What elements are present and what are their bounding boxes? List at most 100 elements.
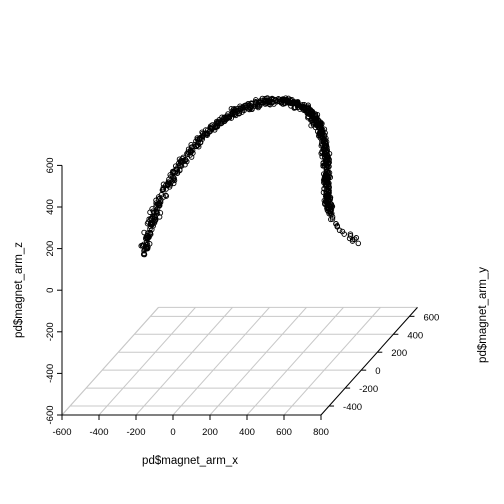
data-point: [214, 120, 220, 127]
z-axis-label: pd$magnet_arm_z: [13, 242, 25, 338]
data-point: [140, 251, 147, 258]
data-point: [189, 147, 196, 154]
data-point: [247, 102, 253, 108]
data-point: [313, 113, 319, 120]
data-point: [165, 181, 172, 188]
data-point: [322, 201, 328, 208]
floor-edge: [61, 307, 159, 416]
data-point: [321, 136, 327, 142]
data-point: [225, 114, 232, 121]
data-point: [346, 235, 353, 242]
data-point: [143, 235, 150, 241]
data-point: [170, 180, 177, 187]
data-point: [172, 163, 179, 169]
data-point: [328, 201, 335, 208]
grid-line-x: [98, 307, 196, 416]
floor-grid: [61, 306, 418, 416]
data-point: [145, 219, 152, 225]
data-point: [152, 217, 158, 224]
data-point: [196, 135, 203, 141]
x-tick-label: 600: [276, 427, 292, 438]
data-point: [302, 106, 308, 112]
data-point: [162, 192, 169, 199]
data-point: [322, 130, 328, 136]
data-point: [258, 99, 264, 106]
x-tick-label: 400: [239, 427, 255, 438]
data-point: [322, 179, 328, 186]
data-point: [323, 149, 329, 155]
data-point: [188, 144, 195, 151]
data-point: [145, 230, 151, 236]
data-point: [305, 107, 312, 114]
data-point: [208, 126, 215, 132]
y-tick-label: -400: [343, 402, 362, 413]
data-point: [190, 150, 196, 156]
z-tick-label: 200: [45, 241, 56, 257]
data-point: [175, 163, 182, 169]
data-point: [321, 197, 328, 204]
x-tick-label: 200: [202, 427, 218, 438]
x-axis-label: pd$magnet_arm_x: [142, 455, 238, 467]
y-tick-label: 200: [391, 348, 407, 359]
data-point: [336, 227, 343, 234]
data-point: [292, 104, 299, 111]
data-point: [351, 236, 358, 242]
x-tick-label: -200: [126, 427, 145, 438]
data-point: [310, 122, 317, 128]
data-point: [253, 99, 259, 105]
data-point: [155, 201, 161, 208]
data-point: [231, 111, 238, 118]
data-point: [322, 155, 328, 161]
data-point: [170, 175, 177, 181]
data-point: [349, 236, 356, 243]
data-point: [328, 211, 334, 218]
data-point: [224, 115, 230, 122]
data-point: [322, 142, 329, 148]
data-point: [199, 129, 205, 135]
grid-line-x: [172, 307, 270, 416]
grid-line-x: [246, 307, 344, 416]
data-point: [147, 231, 154, 238]
data-point: [265, 99, 272, 106]
data-point: [319, 153, 325, 160]
data-point: [268, 97, 275, 103]
data-point: [355, 240, 362, 247]
grid-line-x: [283, 307, 381, 416]
y-tick-label: -200: [359, 384, 378, 395]
data-point: [319, 130, 325, 137]
z-tick-label: -600: [45, 405, 56, 424]
data-point: [156, 200, 162, 207]
x-tick-label: -400: [89, 427, 108, 438]
data-point: [231, 108, 238, 115]
data-point: [279, 97, 286, 103]
data-point: [141, 229, 147, 236]
data-point: [324, 164, 330, 171]
z-tick-label: 600: [45, 157, 56, 173]
data-point: [143, 245, 150, 251]
data-point: [327, 174, 334, 181]
grid-line-x: [209, 307, 307, 416]
z-tick-label: 400: [45, 199, 56, 215]
data-point: [283, 98, 290, 104]
data-point: [327, 203, 334, 210]
axes: -600 -400 -200 0 200 400 600 800-600-400-200020…: [45, 157, 439, 438]
z-tick-label: -400: [45, 364, 56, 383]
data-point: [245, 101, 252, 107]
y-tick-label: 0: [375, 366, 380, 377]
data-point: [305, 102, 311, 109]
x-tick-label: 800: [313, 427, 329, 438]
data-point: [174, 166, 180, 173]
y-axis-label: pd$magnet_arm_y: [477, 267, 489, 363]
data-point: [163, 193, 170, 199]
y-tick-label: 400: [407, 330, 423, 341]
data-point: [153, 208, 160, 214]
data-point: [149, 214, 156, 220]
points: [138, 95, 362, 258]
y-axis-line: [320, 307, 418, 416]
x-tick-label: 0: [170, 427, 175, 438]
y-tick-label: 600: [423, 312, 439, 323]
data-point: [320, 160, 327, 166]
data-point: [167, 172, 173, 178]
